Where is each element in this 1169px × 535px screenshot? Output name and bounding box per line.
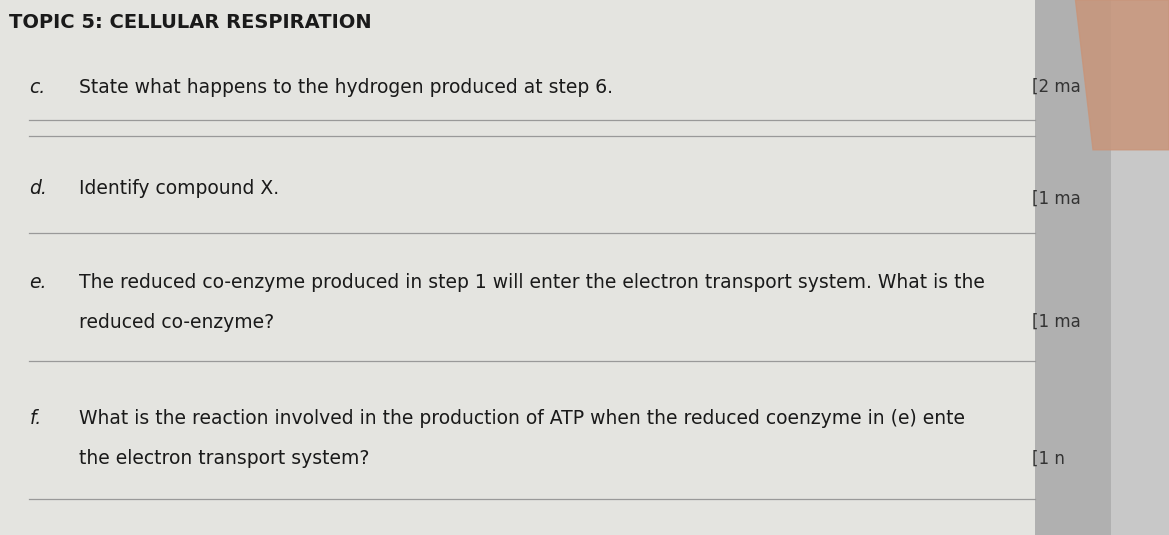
Text: TOPIC 5: CELLULAR RESPIRATION: TOPIC 5: CELLULAR RESPIRATION [9, 13, 372, 33]
Text: reduced co-enzyme?: reduced co-enzyme? [79, 313, 275, 332]
Text: e.: e. [29, 273, 47, 292]
Text: What is the reaction involved in the production of ATP when the reduced coenzyme: What is the reaction involved in the pro… [79, 409, 966, 429]
Text: [2 ma: [2 ma [1032, 78, 1081, 96]
Text: State what happens to the hydrogen produced at step 6.: State what happens to the hydrogen produ… [79, 78, 614, 97]
Text: [1 ma: [1 ma [1032, 313, 1081, 331]
FancyBboxPatch shape [0, 0, 1035, 535]
Text: [1 n: [1 n [1032, 449, 1065, 468]
Text: [1 ma: [1 ma [1032, 190, 1081, 208]
Text: The reduced co-enzyme produced in step 1 will enter the electron transport syste: The reduced co-enzyme produced in step 1… [79, 273, 985, 292]
Text: c.: c. [29, 78, 46, 97]
Text: the electron transport system?: the electron transport system? [79, 449, 369, 469]
Bar [1035, 0, 1111, 535]
Polygon shape [1075, 0, 1169, 150]
Text: f.: f. [29, 409, 41, 429]
Text: d.: d. [29, 179, 47, 198]
Text: Identify compound X.: Identify compound X. [79, 179, 279, 198]
